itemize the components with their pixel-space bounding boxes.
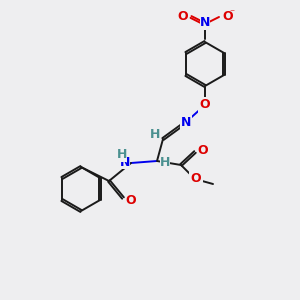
Text: O: O xyxy=(222,10,232,22)
Text: O: O xyxy=(177,10,188,22)
Text: N: N xyxy=(181,116,191,128)
Text: O: O xyxy=(200,98,210,112)
Text: H: H xyxy=(160,157,170,169)
Text: O: O xyxy=(125,194,136,206)
Text: O: O xyxy=(197,145,208,158)
Text: H: H xyxy=(150,128,160,142)
Text: N: N xyxy=(120,155,130,169)
Text: H: H xyxy=(117,148,127,161)
Text: ⁻: ⁻ xyxy=(229,8,234,18)
Text: O: O xyxy=(191,172,201,185)
Text: N: N xyxy=(200,16,210,29)
